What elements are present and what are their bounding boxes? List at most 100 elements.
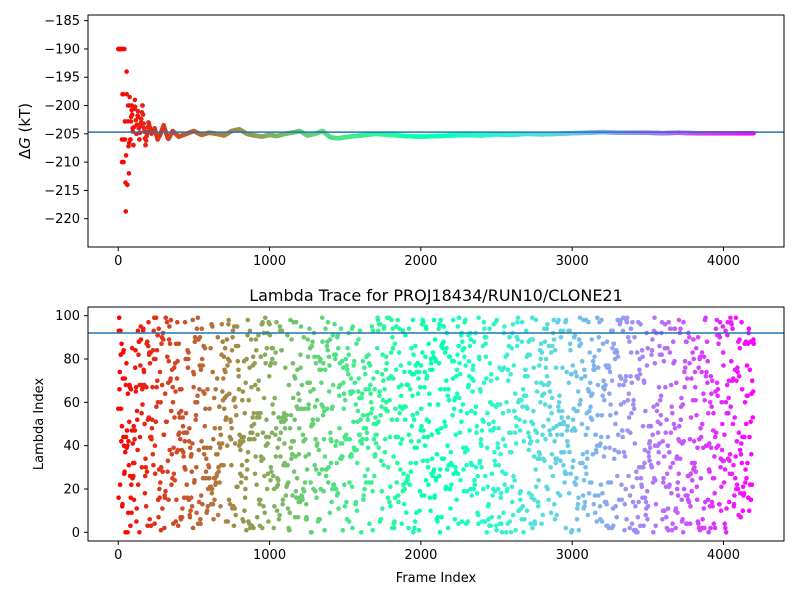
- lambda-point: [341, 406, 347, 412]
- lambda-point: [142, 491, 148, 496]
- lambda-point: [238, 480, 244, 485]
- lambda-point: [548, 432, 553, 438]
- lambda-point: [427, 402, 432, 407]
- lambda-point: [541, 423, 546, 429]
- lambda-point: [545, 322, 550, 327]
- lambda-point: [350, 324, 356, 329]
- lambda-point: [672, 426, 678, 431]
- lambda-point: [410, 317, 416, 323]
- lambda-point: [303, 454, 308, 459]
- lambda-point: [505, 486, 510, 492]
- lambda-point: [438, 426, 444, 431]
- lambda-point: [533, 467, 538, 472]
- lambda-point: [392, 341, 398, 347]
- lambda-point: [549, 410, 554, 416]
- lambda-point: [381, 462, 386, 468]
- lambda-point: [268, 478, 273, 483]
- lambda-point: [523, 393, 529, 399]
- lambda-point: [744, 363, 750, 368]
- lambda-point: [602, 445, 608, 451]
- lambda-point: [567, 449, 572, 455]
- lambda-point: [219, 322, 225, 327]
- lambda-point: [204, 456, 209, 462]
- lambda-point: [183, 410, 189, 416]
- lambda-point: [414, 445, 420, 451]
- lambda-trace-x-axis: 0 1000 2000 3000 4000: [114, 541, 740, 563]
- lambda-point: [323, 326, 328, 332]
- lambda-point: [118, 406, 124, 412]
- lambda-point: [720, 350, 726, 355]
- lambda-point: [685, 493, 690, 498]
- lambda-point: [382, 436, 388, 442]
- lambda-point: [579, 376, 584, 381]
- lambda-point: [245, 449, 251, 455]
- lambda-point: [134, 519, 139, 524]
- lambda-point: [531, 365, 536, 371]
- lambda-point: [201, 452, 207, 457]
- lambda-point: [535, 439, 540, 444]
- lambda-point: [723, 525, 728, 531]
- lambda-point: [587, 350, 592, 355]
- lambda-point: [639, 348, 645, 353]
- lambda-point: [524, 508, 530, 513]
- lambda-point: [123, 382, 129, 388]
- lambda-point: [353, 499, 359, 505]
- lambda-point: [421, 319, 426, 325]
- lambda-point: [125, 510, 131, 516]
- lambda-point: [591, 363, 597, 368]
- lambda-point: [706, 530, 711, 535]
- lambda-point: [511, 363, 517, 368]
- lambda-point: [286, 382, 292, 388]
- free-energy-point: [125, 182, 130, 188]
- lambda-point: [541, 382, 546, 388]
- lambda-point: [683, 365, 688, 371]
- lambda-point: [684, 339, 689, 345]
- lambda-point: [645, 345, 651, 351]
- lambda-point: [708, 374, 714, 379]
- lambda-point: [634, 475, 640, 481]
- lambda-point: [635, 530, 640, 535]
- lambda-point: [192, 478, 197, 483]
- lambda-point: [378, 517, 384, 522]
- lambda-point: [447, 486, 453, 492]
- lambda-point: [495, 441, 501, 446]
- lambda-point: [141, 369, 147, 375]
- lambda-point: [484, 376, 489, 381]
- lambda-point: [583, 465, 588, 470]
- lambda-point: [670, 410, 675, 416]
- lambda-point: [692, 369, 698, 375]
- lambda-point: [287, 527, 292, 533]
- lambda-point: [202, 423, 208, 429]
- lambda-point: [189, 469, 195, 475]
- lambda-point: [719, 400, 724, 405]
- lambda-point: [310, 339, 315, 345]
- lambda-point: [446, 397, 452, 403]
- lambda-point: [226, 497, 232, 503]
- lambda-point: [179, 387, 184, 392]
- lambda-point: [313, 467, 319, 472]
- lambda-point: [621, 449, 627, 455]
- lambda-point: [328, 460, 334, 466]
- lambda-point: [173, 389, 178, 394]
- lambda-point: [558, 335, 564, 340]
- lambda-point: [476, 521, 481, 526]
- lambda-point: [712, 491, 717, 496]
- lambda-point: [700, 517, 705, 522]
- lambda-point: [200, 501, 205, 507]
- lambda-point: [256, 378, 262, 384]
- lambda-point: [732, 493, 737, 498]
- lambda-point: [518, 488, 523, 494]
- lambda-point: [651, 530, 656, 535]
- lambda-point: [396, 499, 401, 505]
- lambda-point: [436, 326, 442, 332]
- lambda-point: [530, 337, 536, 342]
- lambda-point: [160, 469, 165, 475]
- lambda-point: [352, 380, 358, 386]
- lambda-point: [720, 324, 726, 329]
- lambda-point: [499, 521, 504, 526]
- lambda-point: [293, 488, 299, 494]
- lambda-point: [342, 504, 348, 509]
- lambda-point: [245, 317, 251, 323]
- lambda-point: [646, 454, 652, 459]
- lambda-point: [234, 413, 239, 418]
